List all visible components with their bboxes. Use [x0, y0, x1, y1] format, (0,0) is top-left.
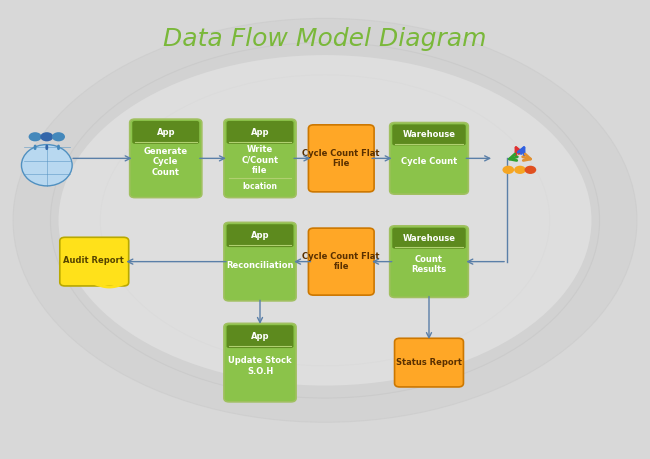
- Text: Generate
Cycle
Count: Generate Cycle Count: [144, 147, 188, 177]
- Text: App: App: [251, 128, 269, 137]
- Bar: [229, 235, 291, 245]
- Text: Warehouse: Warehouse: [402, 234, 456, 243]
- Text: Reconciliation: Reconciliation: [226, 261, 294, 269]
- Ellipse shape: [13, 18, 637, 422]
- FancyBboxPatch shape: [393, 124, 465, 146]
- Text: Cycle Count Flat
file: Cycle Count Flat file: [302, 252, 380, 271]
- Bar: [229, 132, 291, 142]
- Text: App: App: [251, 231, 269, 240]
- Bar: [395, 238, 463, 247]
- Text: Count
Results: Count Results: [411, 255, 447, 274]
- FancyBboxPatch shape: [309, 228, 374, 295]
- Text: Warehouse: Warehouse: [402, 130, 456, 140]
- Ellipse shape: [51, 43, 599, 398]
- Text: Write
C/Count
file: Write C/Count file: [241, 145, 279, 175]
- FancyBboxPatch shape: [224, 119, 296, 197]
- FancyBboxPatch shape: [130, 119, 202, 197]
- Text: Cycle Count Flat
File: Cycle Count Flat File: [302, 149, 380, 168]
- Ellipse shape: [100, 75, 550, 366]
- Circle shape: [525, 166, 536, 174]
- Text: App: App: [251, 332, 269, 341]
- Text: Update Stock
S.O.H: Update Stock S.O.H: [228, 356, 292, 376]
- FancyBboxPatch shape: [60, 237, 129, 286]
- FancyBboxPatch shape: [224, 222, 296, 301]
- FancyBboxPatch shape: [390, 226, 468, 297]
- FancyBboxPatch shape: [133, 121, 199, 144]
- FancyBboxPatch shape: [224, 323, 296, 402]
- Ellipse shape: [58, 55, 592, 386]
- Text: App: App: [157, 128, 175, 137]
- Text: Audit Report: Audit Report: [62, 256, 124, 265]
- FancyBboxPatch shape: [390, 123, 468, 194]
- FancyBboxPatch shape: [227, 121, 294, 144]
- Text: Cycle Count: Cycle Count: [401, 157, 457, 166]
- Circle shape: [502, 166, 514, 174]
- Bar: [229, 336, 291, 346]
- Bar: [135, 132, 196, 142]
- Text: location: location: [242, 182, 278, 190]
- FancyBboxPatch shape: [227, 325, 294, 348]
- Text: Status Report: Status Report: [396, 358, 462, 367]
- Circle shape: [29, 132, 42, 141]
- FancyBboxPatch shape: [227, 224, 294, 247]
- Ellipse shape: [21, 145, 72, 186]
- FancyBboxPatch shape: [393, 228, 465, 249]
- Bar: [395, 135, 463, 144]
- Text: Data Flow Model Diagram: Data Flow Model Diagram: [163, 27, 487, 51]
- Circle shape: [514, 166, 526, 174]
- Circle shape: [52, 132, 65, 141]
- Circle shape: [40, 132, 53, 141]
- FancyBboxPatch shape: [309, 125, 374, 192]
- FancyBboxPatch shape: [395, 338, 463, 387]
